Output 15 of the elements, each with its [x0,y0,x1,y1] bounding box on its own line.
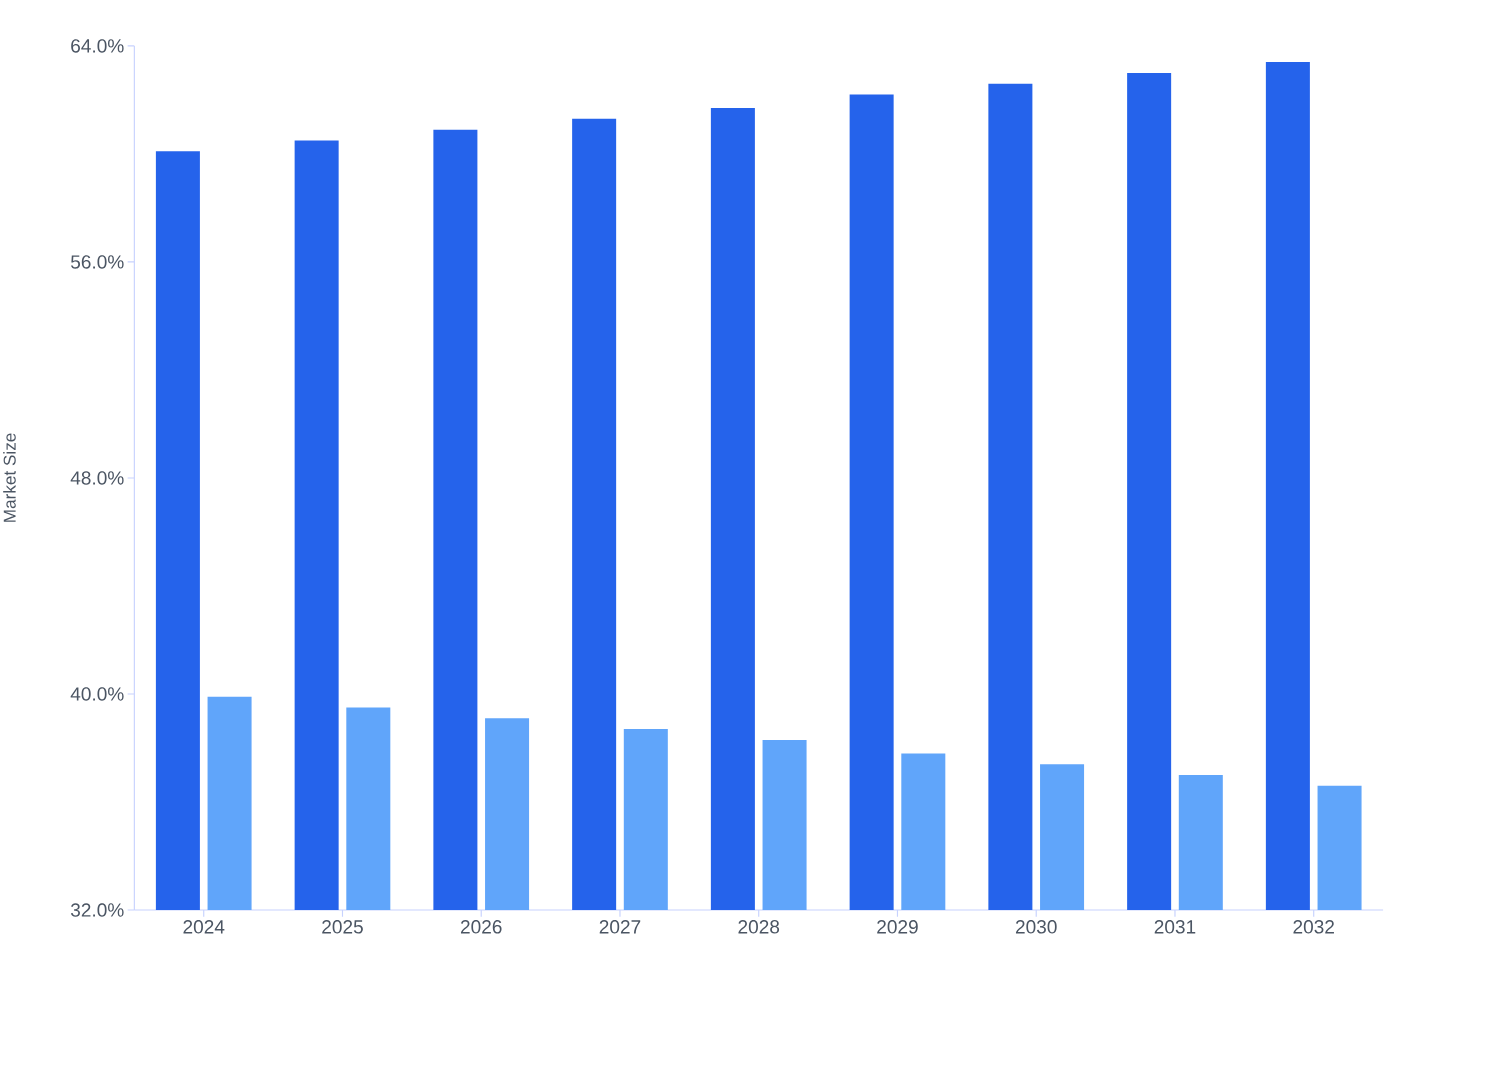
y-tick-label: 32.0% [70,903,124,917]
x-tick-label: 2027 [599,920,641,934]
x-tick-label: 2028 [738,920,780,934]
y-tick-label: 48.0% [70,471,124,485]
x-tick-label: 2025 [322,920,363,934]
x-tick-label: 2031 [1154,920,1196,934]
x-tick-label: 2024 [183,920,225,934]
y-tick-label: 56.0% [70,255,124,269]
y-tick-label: 64.0% [71,39,124,53]
x-tick-label: 2030 [1015,920,1057,934]
x-tick-label: 2032 [1293,920,1334,934]
x-tick-label: 2029 [877,920,918,934]
y-tick-label: 40.0% [70,687,124,701]
y-axis-title: Market Size [3,433,16,522]
x-tick-label: 2026 [460,920,502,934]
